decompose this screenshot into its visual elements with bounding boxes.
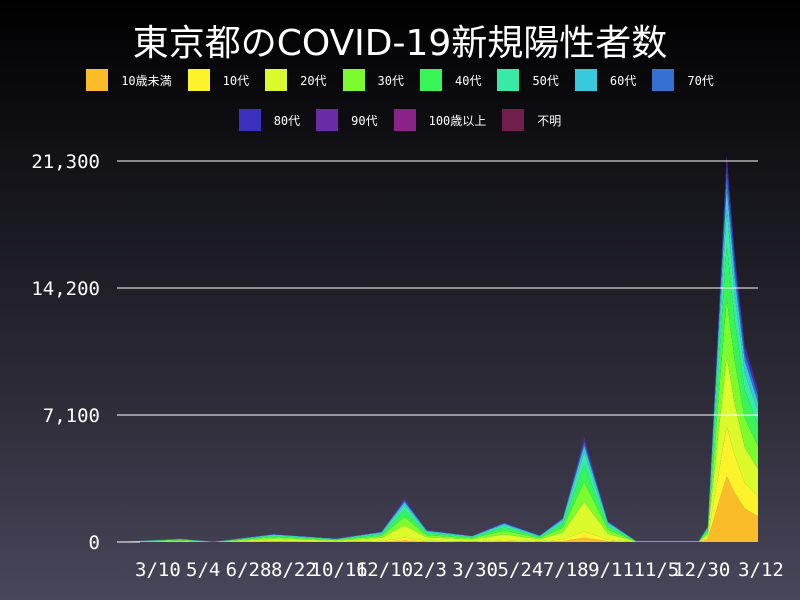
legend-item: 10代: [187, 69, 250, 91]
legend-label: 80代: [273, 113, 301, 128]
x-tick-label: 3/12: [738, 559, 784, 581]
legend-swatch: [187, 69, 210, 91]
legend-item: 20代: [265, 69, 327, 91]
area-6: [117, 209, 758, 542]
x-tick-label: 6/28: [226, 559, 272, 581]
area-5: [117, 244, 758, 542]
x-tick-label: 10/16: [311, 559, 368, 581]
legend-swatch: [265, 69, 288, 91]
x-tick-label: 5/24: [498, 559, 544, 581]
legend-item: 30代: [342, 69, 404, 91]
x-tick-label: 3/30: [452, 559, 498, 581]
x-tick-label: 5/4: [186, 559, 220, 581]
legend-label: 90代: [351, 113, 378, 128]
x-tick-label: 9/11: [588, 559, 634, 581]
legend-item: 60代: [574, 69, 637, 91]
legend-swatch: [316, 109, 339, 131]
area-10: [117, 155, 758, 542]
legend-item: 80代: [238, 109, 301, 131]
x-tick-label: 12/10: [356, 559, 413, 581]
x-tick-label: 11/5: [633, 559, 679, 581]
x-tick-label: 2/3: [413, 559, 447, 581]
legend-item: 90代: [316, 109, 378, 131]
legend-item: 50代: [497, 69, 559, 91]
legend-label: 10歳未満: [121, 73, 172, 88]
y-tick-label: 7,100: [43, 405, 100, 427]
area-9: [117, 159, 758, 542]
area-4: [117, 298, 758, 542]
legend-swatch: [652, 69, 675, 91]
y-tick-label: 14,200: [31, 278, 100, 300]
legend-label: 60代: [609, 73, 637, 88]
legend-label: 100歳以上: [428, 113, 487, 128]
legend-swatch: [342, 69, 365, 91]
legend-label: 50代: [532, 73, 559, 88]
area-11: [117, 155, 758, 542]
legend-row-2: 80代 90代 100歳以上 不明: [0, 109, 800, 131]
y-tick-label: 0: [89, 532, 100, 554]
legend-item: 不明: [502, 109, 561, 131]
area-3: [117, 356, 758, 542]
legend-swatch: [497, 69, 520, 91]
legend-label: 20代: [300, 73, 327, 88]
legend-label: 30代: [377, 73, 404, 88]
legend-swatch: [238, 109, 261, 131]
legend-swatch: [502, 109, 525, 131]
area-2: [117, 426, 758, 542]
legend-label: 不明: [537, 113, 562, 128]
x-tick-label: 7/18: [543, 559, 589, 581]
y-tick-label: 21,300: [31, 151, 100, 173]
x-tick-label: 8/22: [271, 559, 317, 581]
legend-item: 40代: [420, 69, 481, 91]
legend-item: 10歳未満: [86, 69, 172, 91]
area-8: [117, 171, 758, 542]
legend-label: 40代: [455, 73, 482, 88]
legend-swatch: [393, 109, 416, 131]
legend-item: 100歳以上: [393, 109, 487, 131]
legend-row-1: 10歳未満 10代 20代 30代 40代 50代 60代 70代: [0, 69, 800, 91]
area-7: [117, 186, 758, 542]
chart-title: 東京都のCOVID-19新規陽性者数: [132, 23, 668, 64]
legend-swatch: [86, 69, 109, 91]
legend-swatch: [420, 69, 442, 91]
x-tick-label: 3/10: [135, 559, 181, 581]
legend-item: 70代: [652, 69, 714, 91]
legend-label: 70代: [687, 73, 714, 88]
legend-label: 10代: [222, 73, 250, 88]
x-tick-label: 12/30: [673, 559, 730, 581]
legend-swatch: [574, 69, 597, 91]
area-12: [117, 155, 758, 542]
